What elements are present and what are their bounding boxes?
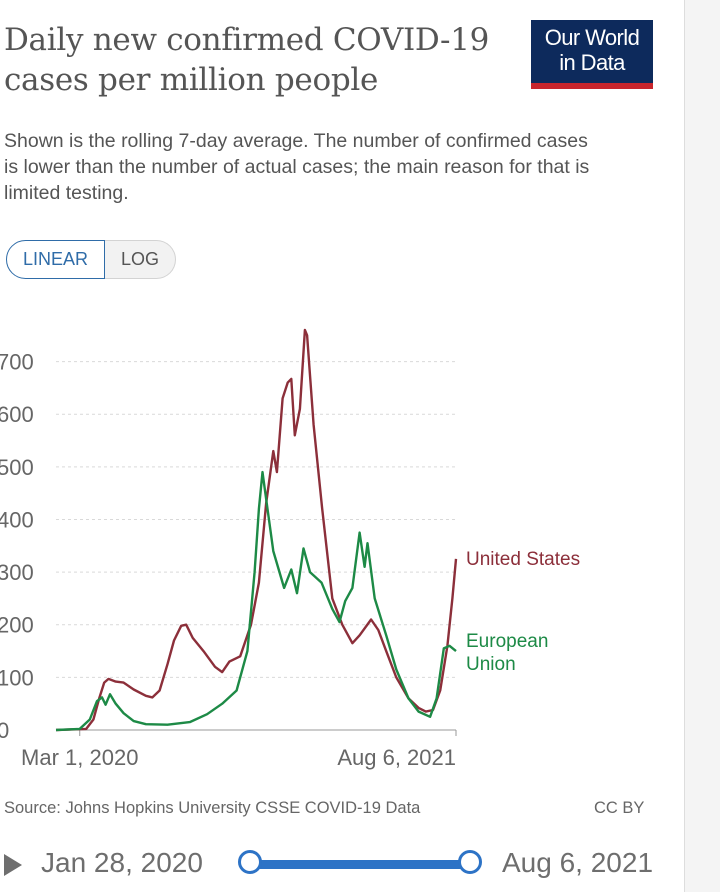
scale-toggle: LINEAR LOG: [6, 240, 177, 279]
series-label: United States: [466, 549, 580, 570]
y-tick-label: 300: [0, 560, 34, 585]
y-tick-label: 700: [0, 350, 34, 375]
chart-title: Daily new confirmed COVID-19 cases per m…: [4, 22, 490, 98]
y-tick-label: 600: [0, 402, 34, 427]
y-tick-label: 400: [0, 507, 34, 532]
logo-line-2: in Data: [559, 50, 625, 75]
series-line-1: [55, 470, 457, 732]
series-label: European Union: [466, 631, 548, 675]
line-chart: 0 100 200 300 400 500 600 700 Mar 1, 2020 Aug 6, …: [0, 328, 580, 770]
y-tick-label: 100: [0, 665, 34, 690]
source-note[interactable]: Source: Johns Hopkins University CSSE CO…: [4, 799, 421, 817]
timeline-slider-track[interactable]: [250, 860, 470, 869]
license-label[interactable]: CC BY: [594, 799, 645, 817]
series-label-line: Union: [466, 654, 516, 675]
page-scroll-area: [684, 0, 720, 892]
y-tick-label: 200: [0, 613, 34, 638]
timeline-start-label: Jan 28, 2020: [41, 847, 203, 878]
timeline-end-label: Aug 6, 2021: [502, 847, 654, 878]
series-line-0: [55, 328, 458, 732]
timeline-end-handle[interactable]: [458, 850, 482, 874]
timeline-start-handle[interactable]: [238, 850, 262, 874]
logo-line-1: Our World: [544, 25, 640, 50]
x-tick-label: Aug 6, 2021: [337, 745, 456, 770]
y-tick-label: 500: [0, 455, 34, 480]
owid-logo[interactable]: Our World in Data: [531, 20, 653, 89]
log-scale-button[interactable]: LOG: [105, 240, 177, 279]
chart-subtitle: Shown is the rolling 7-day average. The …: [4, 130, 590, 204]
play-icon[interactable]: [4, 854, 22, 876]
x-tick-label: Mar 1, 2020: [21, 745, 138, 770]
series-label-line: European: [466, 631, 548, 652]
timeline-controls: Jan 28, 2020 Aug 6, 2021: [0, 838, 684, 892]
linear-scale-button[interactable]: LINEAR: [6, 240, 106, 279]
y-tick-label: 0: [0, 718, 9, 743]
